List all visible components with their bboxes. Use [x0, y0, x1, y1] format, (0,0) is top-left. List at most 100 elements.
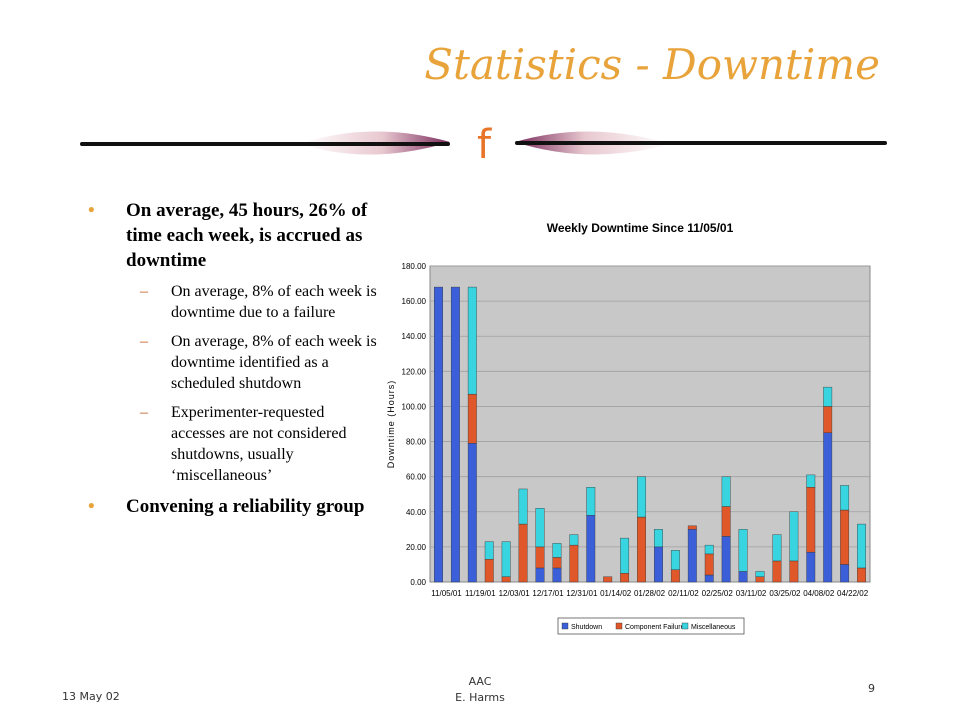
bar-component-failure	[789, 560, 799, 583]
bar-miscellaneous	[840, 485, 850, 511]
y-tick-label: 60.00	[406, 473, 427, 482]
bullet-list: • On average, 45 hours, 26% of time each…	[88, 198, 378, 527]
bullet-text: On average, 45 hours, 26% of time each w…	[126, 200, 368, 271]
footer-center: AAC E. Harms	[430, 674, 530, 706]
bar-component-failure	[857, 567, 866, 583]
bar-miscellaneous	[823, 386, 833, 407]
bar-miscellaneous	[789, 511, 799, 562]
dash-icon: –	[140, 283, 148, 300]
dash-icon: –	[140, 404, 148, 421]
bar-miscellaneous	[721, 476, 731, 507]
bar-miscellaneous	[704, 544, 714, 555]
bullet-item: • Convening a reliability group	[88, 494, 378, 519]
sub-bullet-text: On average, 8% of each week is downtime …	[171, 333, 377, 392]
x-tick-label: 11/19/01	[465, 589, 496, 598]
x-tick-label: 02/25/02	[702, 589, 734, 598]
bar-component-failure	[840, 509, 850, 565]
bar-miscellaneous	[857, 523, 866, 569]
footer-author: E. Harms	[455, 691, 505, 704]
bar-miscellaneous	[569, 534, 579, 546]
bar-miscellaneous	[755, 571, 765, 577]
footer-org: AAC	[468, 675, 492, 688]
logo-f: f	[477, 122, 492, 168]
bar-miscellaneous	[620, 537, 630, 574]
divider-line-right	[515, 141, 887, 145]
bar-shutdown	[434, 286, 443, 583]
y-tick-label: 0.00	[410, 578, 426, 587]
legend-label: Shutdown	[571, 624, 602, 631]
bar-shutdown	[704, 574, 714, 583]
downtime-chart: Weekly Downtime Since 11/05/01 0.00 20.00 4…	[386, 221, 871, 635]
page-number: 9	[868, 682, 875, 695]
slide-title: Statistics - Downtime	[424, 40, 880, 89]
x-tick-label: 04/22/02	[837, 589, 869, 598]
y-tick-label: 120.00	[402, 367, 427, 376]
y-tick-label: 80.00	[406, 438, 427, 447]
bullet-text: Convening a reliability group	[126, 496, 365, 517]
bar-miscellaneous	[654, 529, 663, 548]
bar-component-failure	[518, 523, 528, 583]
bar-component-failure	[823, 406, 833, 433]
plot-area	[429, 265, 871, 583]
bar-shutdown	[806, 551, 816, 583]
bar-component-failure	[670, 569, 680, 583]
bullet-item: • On average, 45 hours, 26% of time each…	[88, 198, 378, 273]
x-tick-label: 01/28/02	[634, 589, 666, 598]
bar-miscellaneous	[518, 488, 528, 525]
dash-icon: –	[140, 333, 148, 350]
bar-miscellaneous	[670, 550, 680, 570]
bar-component-failure	[721, 506, 731, 537]
x-tick-label: 11/05/01	[431, 589, 462, 598]
x-tick-label: 12/31/01	[566, 589, 598, 598]
sub-bullet-text: Experimenter-requested accesses are not …	[171, 404, 347, 484]
bar-shutdown	[552, 567, 562, 583]
bar-shutdown	[467, 443, 477, 583]
x-tick-label: 12/17/01	[532, 589, 564, 598]
bar-shutdown	[535, 567, 545, 583]
bar-shutdown	[654, 546, 663, 583]
bar-miscellaneous	[738, 529, 748, 572]
bar-component-failure	[501, 576, 511, 583]
y-tick-label: 100.00	[402, 402, 427, 411]
bar-shutdown	[823, 432, 833, 583]
bar-miscellaneous	[467, 286, 477, 395]
x-tick-label: 04/08/02	[803, 589, 835, 598]
bar-miscellaneous	[484, 541, 494, 560]
legend-swatch	[561, 622, 569, 630]
bar-shutdown	[586, 515, 596, 583]
y-tick-label: 160.00	[402, 297, 427, 306]
x-tick-label: 03/25/02	[769, 589, 801, 598]
x-tick-label: 12/03/01	[499, 589, 531, 598]
bar-miscellaneous	[535, 508, 545, 548]
chart-title: Weekly Downtime Since 11/05/01	[547, 221, 734, 235]
bullet-dot: •	[88, 496, 95, 517]
sub-bullet-item: – On average, 8% of each week is downtim…	[88, 331, 378, 394]
bar-miscellaneous	[806, 474, 816, 488]
bar-miscellaneous	[637, 476, 646, 518]
bar-miscellaneous	[501, 541, 511, 577]
sub-bullet-item: – Experimenter-requested accesses are no…	[88, 402, 378, 486]
y-axis-label: Downtime (Hours)	[386, 380, 396, 469]
legend-label: Component Failure	[625, 624, 685, 631]
bar-component-failure	[687, 525, 697, 530]
bar-miscellaneous	[772, 534, 782, 562]
bar-shutdown	[687, 529, 697, 583]
bar-component-failure	[603, 576, 613, 583]
bar-miscellaneous	[586, 487, 596, 516]
bar-component-failure	[569, 544, 579, 583]
title-divider: f	[80, 122, 887, 168]
bar-miscellaneous	[552, 543, 562, 558]
x-tick-label: 02/11/02	[668, 589, 699, 598]
x-tick-label: 03/11/02	[736, 589, 767, 598]
bar-component-failure	[467, 393, 477, 444]
footer-date: 13 May 02	[62, 690, 120, 703]
sub-bullet-item: – On average, 8% of each week is downtim…	[88, 281, 378, 323]
y-tick-label: 40.00	[406, 508, 427, 517]
bar-component-failure	[755, 576, 765, 583]
legend-box	[557, 617, 745, 635]
bar-component-failure	[704, 553, 714, 576]
legend-label: Miscellaneous	[691, 624, 736, 631]
bar-component-failure	[484, 558, 494, 583]
bar-component-failure	[772, 560, 782, 583]
legend-swatch	[615, 622, 623, 630]
